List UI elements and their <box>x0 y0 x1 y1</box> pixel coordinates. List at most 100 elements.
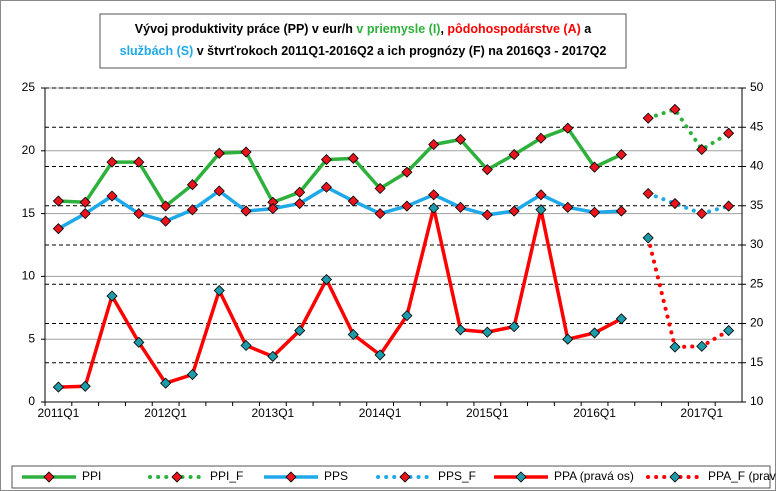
title-part: v priemysle (I) <box>356 22 440 36</box>
title-box <box>99 13 627 69</box>
data-point <box>508 321 520 333</box>
data-point <box>508 149 520 161</box>
data-point <box>401 166 413 178</box>
data-point <box>186 368 199 381</box>
y-tick-label: 0 <box>28 394 35 408</box>
x-tick-label: 2011Q1 <box>37 406 79 420</box>
y-tick-label: 15 <box>22 206 36 220</box>
x-tick-label: 2012Q1 <box>144 406 187 420</box>
data-point <box>723 127 735 139</box>
legend-label: PPI <box>82 469 101 483</box>
data-point <box>347 195 359 207</box>
data-point <box>588 206 601 218</box>
data-point <box>320 273 333 286</box>
data-point <box>320 154 333 166</box>
y2-tick-label: 15 <box>750 355 764 369</box>
data-point <box>535 204 547 216</box>
data-point <box>160 377 172 389</box>
data-point <box>52 195 64 207</box>
data-point <box>374 182 386 195</box>
data-point <box>696 340 708 352</box>
title-part: , <box>440 22 447 36</box>
data-point <box>481 164 493 176</box>
y2-tick-label: 40 <box>750 159 764 173</box>
legend-marker <box>399 471 411 483</box>
data-point <box>401 310 413 322</box>
data-point <box>240 205 252 217</box>
data-point <box>642 112 654 124</box>
y2-tick-label: 45 <box>750 119 764 133</box>
legend-label: PPS <box>324 469 348 483</box>
legend-marker <box>171 471 183 483</box>
y-tick-label: 5 <box>28 331 35 345</box>
title-part: a <box>581 22 592 36</box>
chart-title: Vývoj produktivity práce (PP) v eur/h v … <box>135 22 592 36</box>
data-point <box>535 189 547 201</box>
y2-tick-label: 30 <box>750 237 764 251</box>
data-point <box>213 284 225 297</box>
data-point <box>723 324 735 337</box>
data-point <box>588 327 601 339</box>
data-point <box>106 190 118 202</box>
legend-label: PPA (pravá os) <box>554 469 634 483</box>
data-point <box>642 187 654 200</box>
x-tick-label: 2017Q1 <box>680 406 723 420</box>
data-point <box>240 146 252 158</box>
title-part: službách (S) <box>120 44 194 58</box>
data-point <box>428 138 440 151</box>
data-point <box>615 313 627 325</box>
data-point <box>454 201 467 213</box>
data-point <box>642 232 654 244</box>
series-line <box>58 126 623 208</box>
data-point <box>562 201 574 213</box>
data-point <box>133 336 145 348</box>
data-point <box>347 152 359 164</box>
y2-tick-label: 25 <box>750 276 764 290</box>
data-point <box>294 324 306 337</box>
series-line <box>58 206 623 389</box>
data-point <box>160 215 172 227</box>
data-point <box>267 203 279 215</box>
legend-marker <box>515 471 527 483</box>
data-point <box>294 197 306 210</box>
series-line <box>57 185 622 231</box>
data-point <box>186 179 199 191</box>
data-point <box>669 103 681 115</box>
y2-tick-label: 10 <box>750 394 764 408</box>
legend-label: PPA_F (pravá os) <box>708 469 776 483</box>
y-tick-label: 20 <box>22 143 36 157</box>
data-point <box>615 205 627 217</box>
series-line <box>646 235 731 350</box>
series-line <box>646 191 731 216</box>
title-part: pôdohospodárstve (A) <box>447 22 580 36</box>
legend-label: PPI_F <box>210 469 243 483</box>
data-point <box>79 196 91 208</box>
data-point <box>240 339 252 352</box>
data-point <box>562 122 574 134</box>
data-point <box>106 156 118 168</box>
legend-marker <box>43 471 55 483</box>
data-point <box>347 328 359 341</box>
legend-box <box>11 465 771 489</box>
data-point <box>401 200 413 212</box>
data-point <box>106 290 118 302</box>
legend-marker <box>285 471 297 483</box>
x-tick-label: 2013Q1 <box>252 406 295 420</box>
data-point <box>52 223 64 235</box>
x-tick-label: 2016Q1 <box>573 406 616 420</box>
data-point <box>374 208 386 220</box>
x-tick-label: 2014Q1 <box>359 406 402 420</box>
data-point <box>615 149 627 161</box>
data-point <box>294 186 306 198</box>
y2-tick-label: 50 <box>750 80 764 94</box>
y2-tick-label: 35 <box>750 198 764 212</box>
data-point <box>696 143 708 156</box>
data-point <box>588 161 601 173</box>
data-point <box>562 333 574 345</box>
data-point <box>428 189 440 201</box>
y-tick-label: 10 <box>22 269 36 283</box>
data-point <box>213 185 225 197</box>
y-tick-label: 25 <box>22 80 36 94</box>
data-point <box>79 208 91 220</box>
